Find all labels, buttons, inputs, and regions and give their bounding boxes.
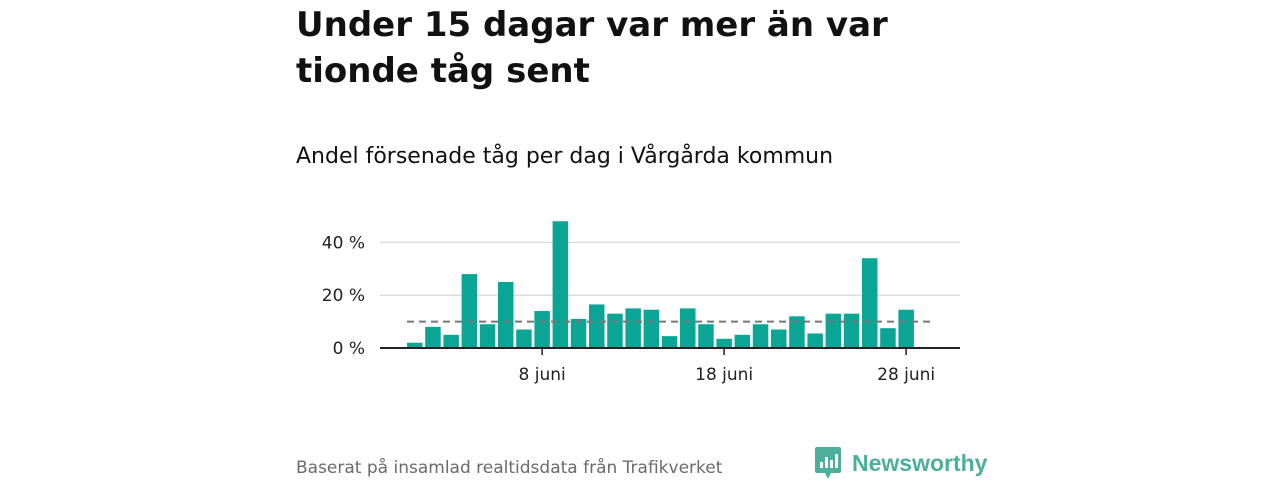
- x-tick-label: 28 juni: [877, 365, 935, 385]
- y-tick-label: 40 %: [322, 233, 365, 253]
- bar: [498, 282, 514, 348]
- bar-layer: [407, 221, 914, 348]
- bar: [880, 328, 896, 348]
- bar: [425, 326, 441, 348]
- bar: [461, 274, 478, 348]
- bar: [843, 313, 860, 348]
- bar: [825, 313, 842, 348]
- x-tick-label: 18 juni: [695, 365, 753, 385]
- bar: [807, 333, 823, 348]
- chart-title: Under 15 dagar var mer än var tionde tåg…: [296, 5, 888, 91]
- bar: [661, 336, 678, 348]
- newsworthy-logo-icon: [815, 447, 841, 479]
- bar: [771, 329, 787, 348]
- bar: [479, 324, 496, 348]
- brand-logo-group: Newsworthy: [814, 446, 987, 480]
- bar: [752, 324, 769, 348]
- bar: [680, 308, 696, 348]
- axis-layer: 0 % 20 % 40 % 8 juni 18 juni 28 juni: [322, 233, 960, 385]
- bar: [407, 342, 423, 348]
- bar: [698, 324, 714, 348]
- x-tick-label: 8 juni: [519, 365, 566, 385]
- bar: [862, 258, 878, 348]
- bar: [789, 316, 805, 348]
- y-tick-label: 20 %: [322, 286, 365, 306]
- bar: [443, 334, 459, 348]
- y-tick-label: 0 %: [333, 339, 365, 359]
- bar: [570, 318, 587, 348]
- bar: [552, 221, 569, 348]
- brand-name: Newsworthy: [852, 450, 988, 476]
- bar: [898, 309, 914, 348]
- bar: [625, 308, 641, 348]
- chart-subtitle: Andel försenade tåg per dag i Vårgårda k…: [296, 144, 834, 169]
- bar: [589, 304, 605, 348]
- bar: [643, 309, 660, 348]
- bar: [534, 311, 550, 348]
- bar: [607, 313, 623, 348]
- bar: [516, 329, 532, 348]
- bar: [716, 338, 732, 348]
- bar: [734, 334, 751, 348]
- source-note: Baserat på insamlad realtidsdata från Tr…: [296, 458, 723, 478]
